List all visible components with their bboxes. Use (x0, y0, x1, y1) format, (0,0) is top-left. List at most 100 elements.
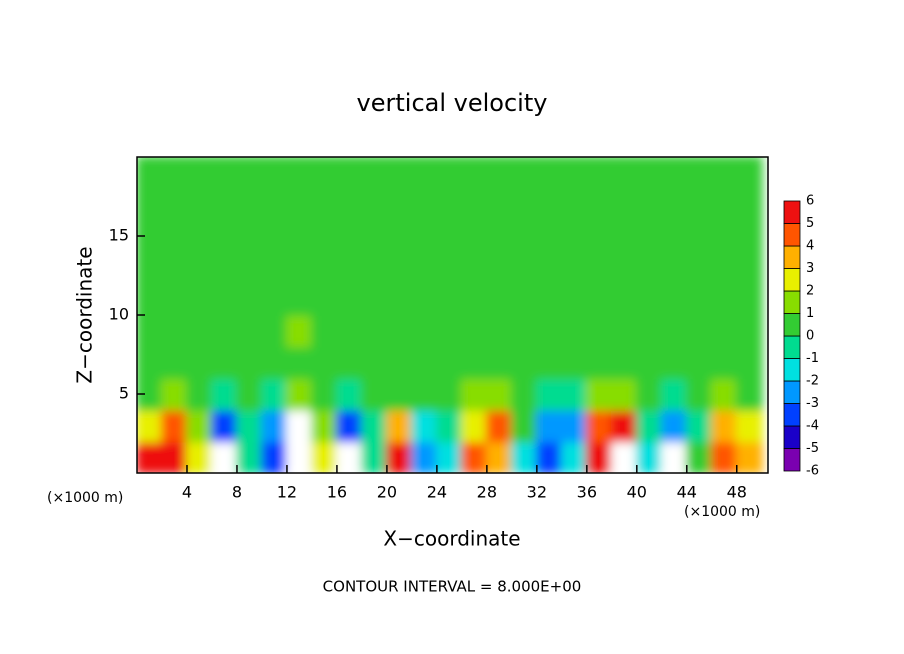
colorbar-band (783, 200, 801, 224)
field-cell (485, 345, 513, 380)
field-cell (735, 314, 763, 348)
field-cell (710, 282, 738, 316)
x-tick-label: 24 (427, 483, 447, 502)
colorbar-band (783, 290, 801, 314)
field-cell (410, 440, 438, 473)
field-cell (210, 314, 238, 348)
field-cell (435, 187, 463, 222)
field-cell (710, 187, 738, 222)
colorbar-band (783, 223, 801, 247)
field-cell (685, 377, 713, 411)
field-cell (360, 345, 388, 380)
x-tick-label: 36 (577, 483, 597, 502)
field-cell (585, 377, 613, 411)
field-cell (585, 440, 613, 473)
field-cell (485, 440, 513, 473)
field-cell (510, 282, 538, 316)
field-cell (485, 250, 513, 285)
field-cell (185, 282, 213, 316)
field-cell (260, 282, 288, 316)
colorbar-label: 1 (806, 306, 814, 321)
colorbar-band (783, 380, 801, 404)
field-cell (685, 282, 713, 316)
field-cell (585, 345, 613, 380)
field-cell (137, 157, 163, 190)
field-cell (360, 282, 388, 316)
field-cell (535, 187, 563, 222)
field-cell (385, 157, 413, 190)
field-cell (685, 314, 713, 348)
field-cell (285, 440, 313, 473)
field-cell (310, 157, 338, 190)
field-cell (160, 157, 188, 190)
colorbar-label: 3 (806, 261, 814, 276)
field-cell (560, 377, 588, 411)
field-cell (310, 187, 338, 222)
colorbar-label: 0 (806, 329, 814, 344)
field-cell (435, 314, 463, 348)
field-cell (735, 250, 763, 285)
field-cell (585, 157, 613, 190)
field-cell (610, 250, 638, 285)
field-cell (685, 440, 713, 473)
field-cell (160, 408, 188, 443)
field-cell (610, 187, 638, 222)
field-cell (385, 345, 413, 380)
field-cell (635, 377, 663, 411)
field-cell (435, 440, 463, 473)
field-cell (660, 250, 688, 285)
field-cell (435, 157, 463, 190)
field-cell (160, 314, 188, 348)
field-cell (485, 187, 513, 222)
y-tick-label: 10 (109, 305, 129, 324)
field-cell (185, 408, 213, 443)
field-cell (235, 250, 263, 285)
field-cell (285, 314, 313, 348)
field-cell (235, 440, 263, 473)
x-tick-label: 48 (727, 483, 747, 502)
field-cell (735, 187, 763, 222)
field-cell (535, 345, 563, 380)
field-cell (610, 440, 638, 473)
field-cell (460, 345, 488, 380)
y-axis-label: Z−coordinate (73, 246, 97, 383)
field-cell (410, 187, 438, 222)
field-cell (510, 219, 538, 253)
x-unit-right: (×1000 m) (684, 504, 760, 520)
field-cell (510, 345, 538, 380)
colorbar-band (783, 268, 801, 292)
field-cell (635, 345, 663, 380)
field-cell (535, 282, 563, 316)
field-cell (360, 157, 388, 190)
field-cell (585, 219, 613, 253)
field-cell (485, 377, 513, 411)
field-cell (735, 408, 763, 443)
field-cell (210, 219, 238, 253)
field-cell (410, 282, 438, 316)
field-cell (460, 157, 488, 190)
field-cell (285, 282, 313, 316)
colorbar-label: 4 (806, 239, 814, 254)
field-cell (460, 219, 488, 253)
field-cell (585, 250, 613, 285)
field-cell (735, 219, 763, 253)
field-cell (160, 440, 188, 473)
field-cell (410, 377, 438, 411)
field-cell (685, 345, 713, 380)
field-cell (210, 408, 238, 443)
field-cell (335, 219, 363, 253)
field-cell (235, 408, 263, 443)
field-cell (460, 250, 488, 285)
field-cell (260, 250, 288, 285)
field-cell (560, 345, 588, 380)
field-cell (710, 440, 738, 473)
x-tick-label: 8 (232, 483, 242, 502)
field-cell (185, 345, 213, 380)
field-cell (210, 377, 238, 411)
field-cell (410, 408, 438, 443)
field-cell (185, 250, 213, 285)
field-cell (335, 408, 363, 443)
field-cell (735, 440, 763, 473)
field-cell (360, 408, 388, 443)
